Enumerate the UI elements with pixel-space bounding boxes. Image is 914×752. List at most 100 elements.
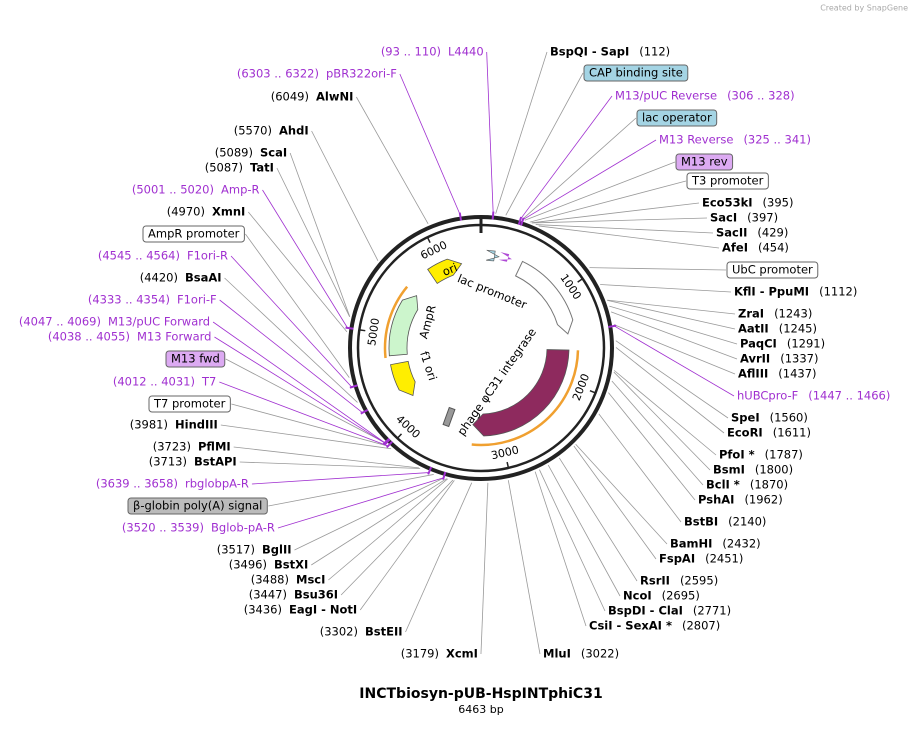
feature-box-label: CAP binding site <box>589 66 683 80</box>
primer-mark <box>498 251 512 262</box>
position: (3520 .. 3539) <box>122 521 204 535</box>
leader-line <box>219 381 389 447</box>
primer-name: rbglobpA-R <box>185 477 249 491</box>
map-title: INCTbiosyn-pUB-HspINTphiC31 <box>359 686 602 702</box>
primer-tick <box>360 408 369 415</box>
position: (4970) <box>167 205 205 219</box>
primer-tick <box>427 466 433 475</box>
leader-line <box>405 482 473 633</box>
site-name: CsiI - SexAI * <box>589 619 672 633</box>
leader-line <box>251 472 429 485</box>
leader-line <box>248 211 348 333</box>
leader-line <box>600 284 732 293</box>
position: (3723) <box>153 440 191 454</box>
position: (325 .. 341) <box>743 133 811 147</box>
leader-line <box>328 478 448 581</box>
site-name: HindIII <box>175 418 218 432</box>
orf-arc <box>383 285 409 359</box>
feature-label: AmpR <box>416 303 438 340</box>
site-name: AflIII <box>738 367 768 381</box>
site-name: BsmI <box>713 463 745 477</box>
position: (112) <box>639 45 670 59</box>
site-name: Eco53kI <box>702 196 753 210</box>
leader-line <box>507 480 541 655</box>
leader-line <box>219 299 363 414</box>
polyA-mark <box>442 406 456 428</box>
position: (4047 .. 4069) <box>19 315 101 329</box>
position: (1870) <box>750 478 788 492</box>
backbone-outer <box>348 215 614 481</box>
position: (5089) <box>215 146 253 160</box>
position: (1243) <box>774 307 812 321</box>
leader-line <box>607 299 736 330</box>
position: (2771) <box>693 604 731 618</box>
position: (4038 .. 4055) <box>48 330 130 344</box>
site-name: EcoRI <box>727 426 763 440</box>
credit: Created by SnapGene <box>820 4 908 13</box>
position: (6049) <box>271 90 309 104</box>
position: (3713) <box>149 455 187 469</box>
position: (1337) <box>780 352 818 366</box>
feature-label: ori <box>440 260 459 279</box>
primer-tick <box>458 212 463 221</box>
leader-line <box>531 202 700 224</box>
position: (3981) <box>130 418 168 432</box>
site-name: MluI <box>543 647 571 661</box>
site-name: Bsu36I <box>294 588 338 602</box>
map-length: 6463 bp <box>458 703 503 716</box>
feature-box <box>165 350 226 368</box>
site-name: EagI - NotI <box>289 603 357 617</box>
position: (3447) <box>249 588 287 602</box>
primer-tick <box>349 384 358 389</box>
site-name: BstAPI <box>194 455 237 469</box>
leader-line <box>239 461 421 469</box>
position: (2595) <box>680 574 718 588</box>
leader-line <box>245 233 350 378</box>
primer-tick <box>520 217 525 226</box>
site-name: AlwNI <box>316 90 353 104</box>
primer-name: M13 Forward <box>137 330 211 344</box>
primer-name: hUBCpro-F <box>737 389 798 403</box>
site-name: NcoI <box>623 589 652 603</box>
site-name: BsaAI <box>185 271 222 285</box>
position: (2807) <box>682 619 720 633</box>
site-name: BstBI <box>684 515 718 529</box>
primer-name: Amp-R <box>221 183 260 197</box>
site-name: RsrII <box>640 574 670 588</box>
leader-line <box>522 139 657 221</box>
position: (3302) <box>320 625 358 639</box>
primer-tick <box>517 216 523 225</box>
leader-line <box>575 443 668 545</box>
site-name: PshAI <box>698 493 734 507</box>
feature-box <box>726 261 819 279</box>
feature-box-label: AmpR promoter <box>148 227 240 241</box>
site-name: AhdI <box>279 124 309 138</box>
feature-arrow <box>472 349 570 437</box>
site-name: XcmI <box>446 647 478 661</box>
leader-line <box>558 457 638 582</box>
position: (1800) <box>755 463 793 477</box>
site-name: XmnI <box>212 205 245 219</box>
leader-line <box>611 380 704 486</box>
site-name: MscI <box>296 573 325 587</box>
leader-line <box>589 267 727 271</box>
leader-line <box>225 358 385 443</box>
tick-label: 5000 <box>365 317 382 347</box>
site-name: FspAI <box>659 552 695 566</box>
leader-line <box>608 392 696 501</box>
primer-name: Bglob-pA-R <box>211 521 275 535</box>
leader-line <box>224 277 358 403</box>
primer-name: T7 <box>201 375 216 389</box>
feature-box-label: M13 rev <box>681 155 728 169</box>
position: (3488) <box>251 573 289 587</box>
position: (3496) <box>229 558 267 572</box>
leader-line <box>505 72 584 216</box>
position: (1291) <box>787 337 825 351</box>
position: (3436) <box>244 603 282 617</box>
leader-line <box>609 305 738 345</box>
position: (1611) <box>773 426 811 440</box>
position: (4420) <box>140 271 178 285</box>
feature-box-label: M13 fwd <box>171 352 220 366</box>
